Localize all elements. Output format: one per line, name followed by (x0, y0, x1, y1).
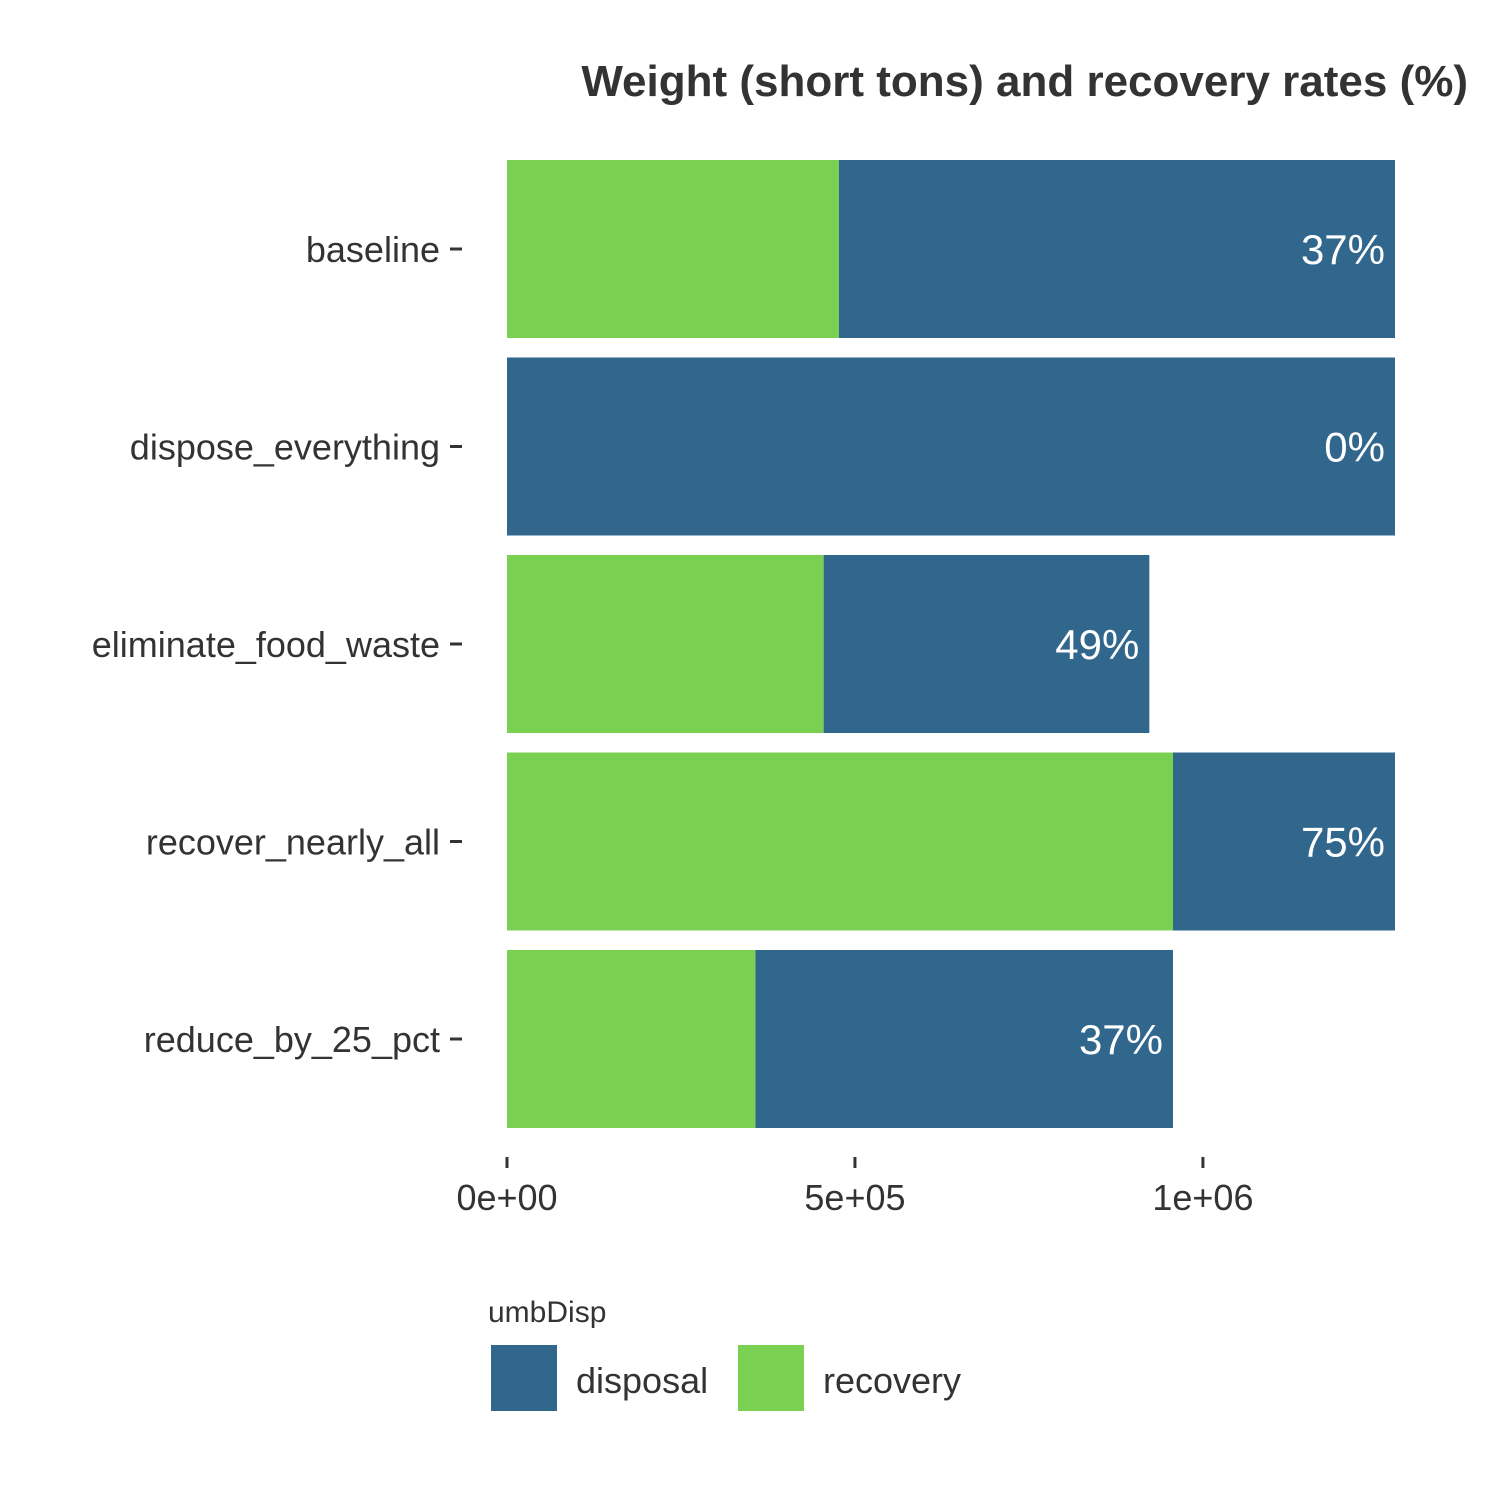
bar-disposal-eliminate-food-waste (823, 555, 1150, 733)
data-label: 0% (1324, 424, 1385, 471)
category-label: baseline (306, 229, 440, 270)
bar-disposal-recover-nearly-all (1173, 752, 1395, 931)
bar-disposal-baseline (838, 160, 1395, 338)
legend-key-disposal (491, 1345, 557, 1411)
x-axis: 0e+00 5e+05 1e+06 (456, 1157, 1253, 1218)
data-label: 75% (1301, 819, 1385, 866)
bar-recovery-eliminate-food-waste (507, 555, 824, 733)
legend-title: umbDisp (488, 1296, 606, 1329)
data-label: 37% (1079, 1016, 1163, 1063)
legend-label-disposal: disposal (576, 1360, 708, 1401)
data-label: 37% (1301, 226, 1385, 273)
bar-disposal-reduce-by-25-pct (755, 950, 1173, 1128)
bar-recovery-reduce-by-25-pct (507, 950, 756, 1128)
category-axis: baseline dispose_everything eliminate_food… (92, 229, 462, 1060)
legend: umbDisp disposal recovery (488, 1296, 961, 1411)
category-label: reduce_by_25_pct (144, 1019, 440, 1060)
bar-recovery-baseline (507, 160, 839, 338)
x-tick-label: 5e+05 (804, 1177, 905, 1218)
category-label: eliminate_food_waste (92, 624, 440, 665)
data-label: 49% (1055, 621, 1139, 668)
legend-label-recovery: recovery (823, 1360, 961, 1401)
bar-disposal-dispose-everything (507, 357, 1395, 536)
category-label: dispose_everything (130, 427, 440, 468)
x-tick-label: 1e+06 (1152, 1177, 1253, 1218)
bar-recovery-recover-nearly-all (507, 752, 1173, 931)
chart-title: Weight (short tons) and recovery rates (… (581, 57, 1468, 106)
bars-layer: 37% 0% 49% 75% 37% (507, 160, 1395, 1128)
x-tick-label: 0e+00 (456, 1177, 557, 1218)
category-label: recover_nearly_all (146, 822, 440, 863)
legend-key-recovery (738, 1345, 804, 1411)
